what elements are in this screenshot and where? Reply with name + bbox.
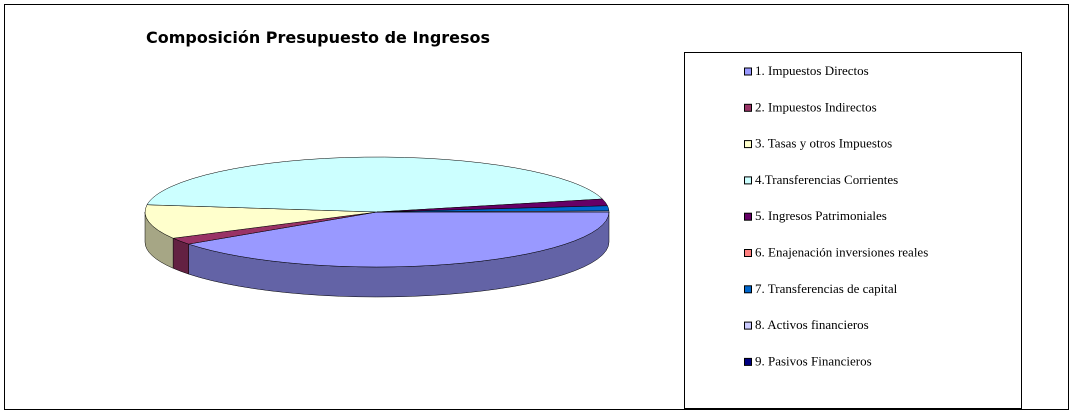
legend-swatch [744,321,752,330]
legend-swatch [744,285,752,294]
slice [144,204,378,239]
slice-side-shade [173,238,189,275]
legend-box [684,52,1022,409]
legend-swatch [744,103,752,112]
legend-label: 2. Impuestos Indirectos [755,99,877,114]
legend-swatch [744,249,752,257]
slice [376,210,610,213]
legend-label: 1. Impuestos Directos [755,63,869,78]
slice-side-shade [188,212,609,297]
legend-label: 7. Transferencias de capital [755,281,898,296]
legend-label: 9. Pasivos Financieros [755,353,872,368]
slice [188,211,610,268]
legend-swatch [744,212,752,221]
legend-label: 5. Ingresos Patrimoniales [755,208,887,223]
legend-label: 4.Transferencias Corrientes [755,172,898,187]
chart-title: Composición Presupuesto de Ingresos [146,28,490,47]
legend-label: 8. Activos financieros [755,317,869,332]
legend-label: 6. Enajenación inversiones reales [755,244,928,259]
slice [146,156,603,213]
legend-swatch [744,176,752,185]
legend-swatch [744,140,752,149]
legend-label: 3. Tasas y otros Impuestos [755,136,892,151]
legend-swatch [744,357,752,366]
legend-swatch [744,67,752,76]
slice-side-shade [145,212,174,269]
